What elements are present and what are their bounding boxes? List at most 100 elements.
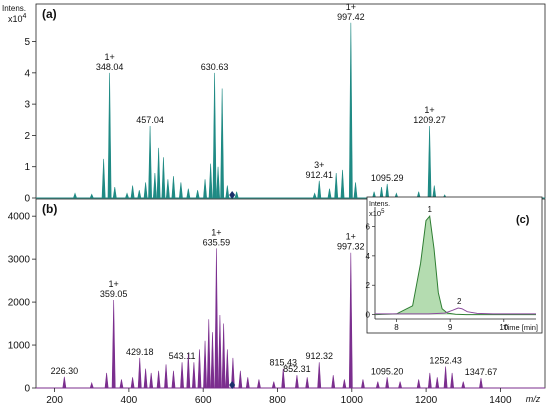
precursor-marker-icon [229,191,236,199]
spectrum-peak [186,188,191,199]
x-axis-label: m/z [526,394,541,404]
precursor-marker-icon [229,381,236,389]
spectrum-peak [125,192,130,199]
x-tick-label: 1200 [415,395,438,406]
spectrum-peak [461,381,466,389]
peak-mz-label: 1095.29 [371,173,404,183]
peak-mz-label: 815.43 [269,358,297,368]
x-tick-label: 1000 [341,395,364,406]
spectrum-peak [360,379,365,389]
spectrum-peak [101,158,106,199]
peak-charge-label: 1+ [424,105,434,115]
spectrum-peak [165,179,170,199]
x-tick-label: 600 [195,395,212,406]
spectrum-peak [435,377,440,389]
x-tick-label: 1400 [489,395,512,406]
exponent-base: x10 [8,14,23,24]
spectrum-peak [130,185,135,199]
spectrum-peak [130,377,135,389]
spectrum-peak [180,362,184,389]
spectrum-peak [348,22,353,199]
spectrum-peak [375,381,380,389]
spectrum-peak [119,379,124,389]
y-tick-label: 1000 [8,341,31,352]
spectrum-peak [161,157,166,199]
spectrum-peak [294,375,299,389]
spectrum-peak [210,332,215,389]
y-axis-title: Intens. [2,4,26,13]
spectrum-peak [171,176,176,199]
spectrum-peak [178,182,183,199]
spectrum-peak [340,169,345,199]
peak-mz-label: 1252.43 [429,356,462,366]
panel-label: (a) [42,7,57,21]
inset-y-tick-label: 0 [366,311,371,320]
spectrum-peak [143,368,148,389]
inset-panel-label: (c) [516,214,530,226]
peak-mz-label: 1347.67 [465,367,498,377]
spectrum-peak [225,349,230,389]
spectrum-peak [427,372,432,389]
spectrum-peak [348,252,353,389]
spectrum-peak [72,192,78,199]
spectrum-peak [271,381,276,389]
inset-peak-label: 2 [457,297,462,306]
spectrum-peak [256,379,261,389]
y-tick-label: 1 [24,162,30,173]
exponent-power: 5 [381,209,385,215]
spectrum-peak [191,362,196,389]
spectrum-peak [220,88,225,199]
spectrum-peak [171,370,176,389]
peak-charge-label: 1+ [346,232,356,242]
peak-charge-label: 1+ [109,279,119,289]
inset-x-tick-label: 9 [448,323,453,332]
spectrum-peak [385,377,390,389]
spectrum-peak [203,340,207,389]
inset-frame [366,196,543,334]
spectrum-peak [104,372,109,389]
spectrum-peak [479,378,483,389]
spectrum-peak [89,193,94,199]
x-tick-label: 200 [46,395,63,406]
spectrum-peak [107,72,112,199]
peak-mz-label: 912.32 [305,351,333,361]
inset-series-line [374,215,536,316]
spectrum-peak [137,190,142,199]
peak-charge-label: 1+ [346,2,356,12]
peak-charge-label: 1+ [104,52,114,62]
spectrum-peak [450,372,455,389]
peak-mz-label: 912.41 [305,170,333,180]
spectrum-peak [186,353,191,389]
inset-y-axis-title: Intens. [369,201,390,208]
peak-mz-label: 457.04 [136,115,164,125]
spectrum-peak [317,180,322,199]
inset-x-tick-label: 10 [499,323,508,332]
inset-y-tick-label: 4 [366,252,371,261]
spectrum-peak [398,381,403,389]
peak-mz-label: 348.04 [96,62,124,72]
exponent-power: 4 [23,13,27,20]
spectrum-peak [443,366,448,389]
spectrum-peak [214,248,219,389]
x-tick-label: 800 [269,395,286,406]
inset-x-axis-label: Time [min] [503,323,538,332]
peak-mz-label: 226.30 [51,366,79,376]
spectrum-peak [143,182,148,199]
spectrum-peak [137,357,142,389]
peak-mz-label: 635.59 [203,237,231,247]
spectrum-peak [111,299,116,389]
spectrum-peak [221,323,226,389]
spectrum-peak [156,370,161,389]
spectrum-peak [203,179,207,199]
y-tick-label: 3000 [8,255,31,266]
y-tick-label: 4000 [8,212,31,223]
spectrum-peak [416,379,421,389]
inset-x-tick-label: 8 [394,323,399,332]
peak-charge-label: 3+ [314,160,324,170]
spectrum-peak [149,372,154,389]
inset-y-tick-label: 6 [366,222,371,231]
spectrum-peak [317,362,322,389]
spectrum-peak [208,163,213,199]
spectrum-peak [234,191,239,199]
